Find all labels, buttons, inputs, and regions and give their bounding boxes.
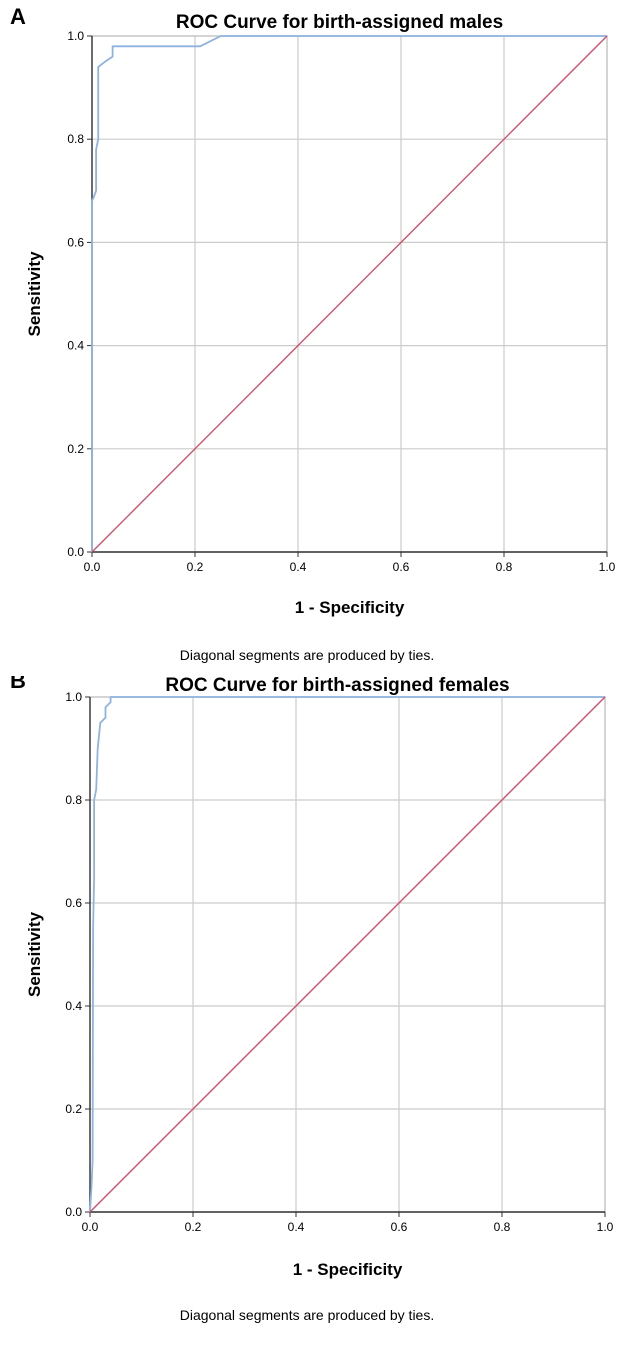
y-axis-label-b: Sensitivity [25, 911, 44, 997]
x-tick-label-a: 0.6 [393, 560, 410, 574]
roc-chart-b: B ROC Curve for birth-assigned females 0.0… [10, 676, 614, 1323]
y-axis-label-a: Sensitivity [25, 251, 44, 337]
reference-line-a [91, 35, 608, 553]
panel-label-b: B [10, 676, 26, 693]
x-tick-label-a: 0.2 [187, 560, 204, 574]
reference-line-b [89, 696, 606, 1213]
roc-curve-a [91, 35, 607, 552]
x-axis-label-b: 1 - Specificity [293, 1260, 403, 1279]
x-tick-label-a: 0.0 [84, 560, 101, 574]
x-tick-label-b: 0.4 [288, 1220, 305, 1234]
y-tick-label-a: 0.6 [67, 235, 84, 249]
y-tick-label-a: 1.0 [67, 29, 84, 43]
chart-title-a: ROC Curve for birth-assigned males [176, 12, 503, 33]
y-tick-label-b: 0.0 [65, 1205, 82, 1219]
y-tick-label-b: 0.2 [65, 1102, 82, 1116]
y-tick-label-a: 0.4 [67, 339, 84, 353]
y-tick-label-a: 0.0 [67, 545, 84, 559]
chart-title-b: ROC Curve for birth-assigned females [165, 676, 509, 696]
x-tick-label-a: 0.8 [496, 560, 513, 574]
roc-curve-b [89, 696, 605, 1213]
x-tick-label-b: 0.8 [494, 1220, 511, 1234]
x-tick-label-b: 0.6 [391, 1220, 408, 1234]
y-tick-label-b: 0.6 [65, 896, 82, 910]
y-tick-label-b: 1.0 [65, 690, 82, 704]
y-tick-label-a: 0.2 [67, 442, 84, 456]
y-tick-label-a: 0.8 [67, 132, 84, 146]
x-tick-label-a: 1.0 [599, 560, 616, 574]
x-tick-label-b: 0.0 [82, 1220, 99, 1234]
x-axis-label-a: 1 - Specificity [295, 598, 405, 617]
x-tick-label-a: 0.4 [290, 560, 307, 574]
footnote-b: Diagonal segments are produced by ties. [180, 1307, 434, 1323]
footnote-a: Diagonal segments are produced by ties. [180, 647, 434, 663]
x-tick-label-b: 0.2 [185, 1220, 202, 1234]
roc-panel-b: B ROC Curve for birth-assigned females 0.0… [0, 676, 620, 1352]
y-tick-label-b: 0.8 [65, 793, 82, 807]
y-tick-label-b: 0.4 [65, 999, 82, 1013]
panel-label-a: A [10, 4, 26, 29]
roc-panel-a: A ROC Curve for birth-assigned males 0.0 0.… [10, 4, 616, 663]
x-tick-label-b: 1.0 [597, 1220, 614, 1234]
